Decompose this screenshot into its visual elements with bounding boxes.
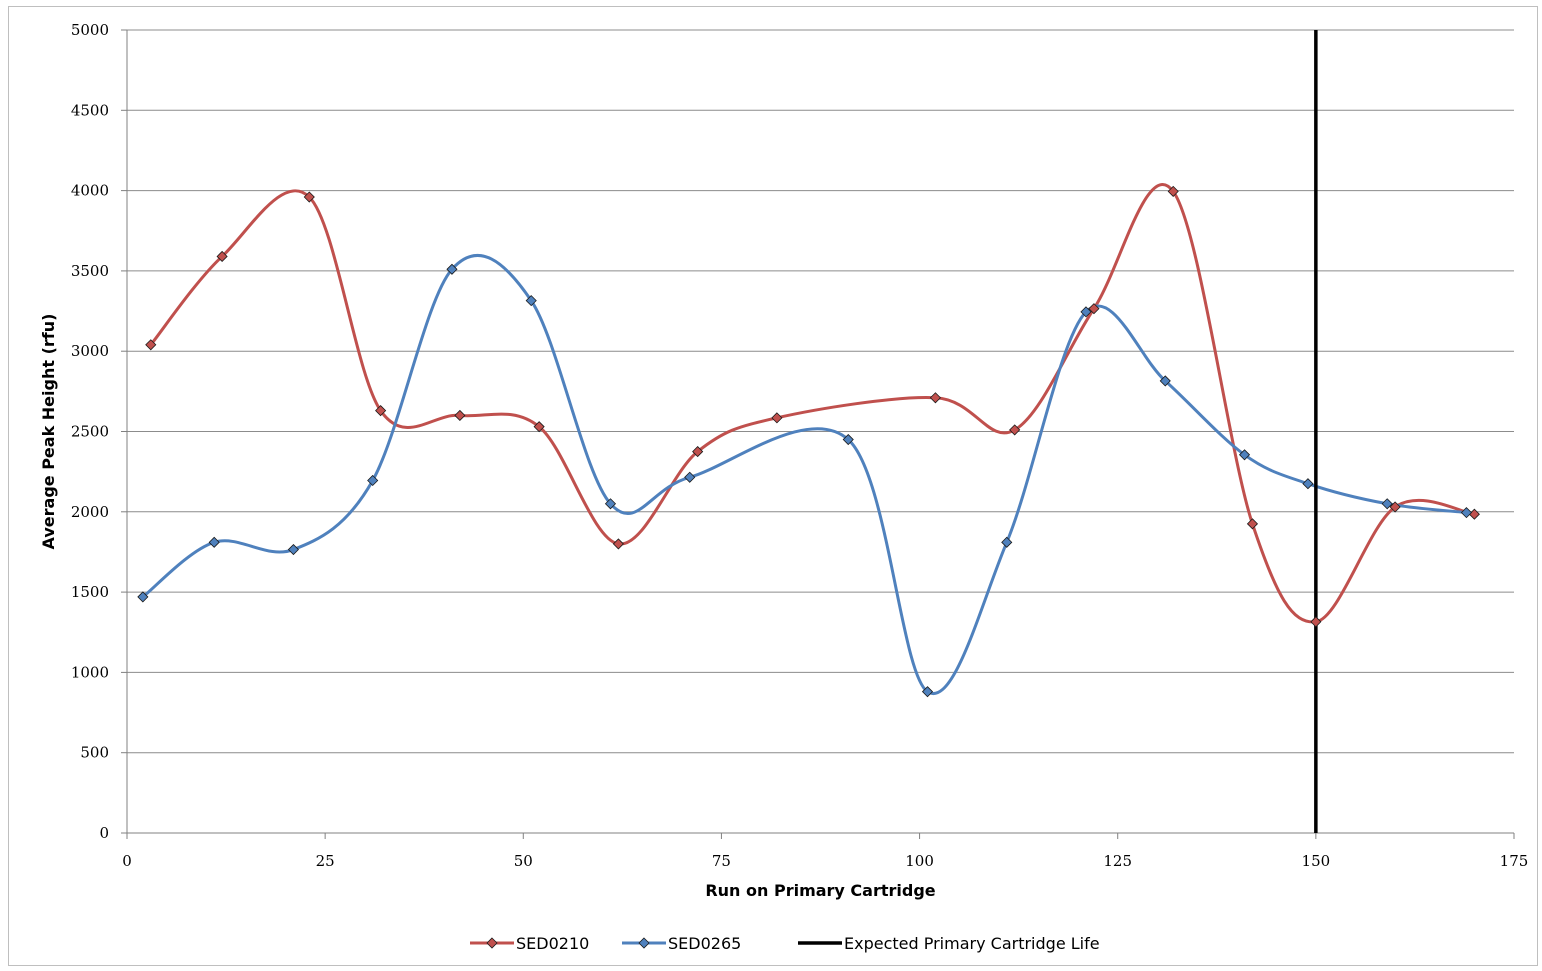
y-tick-label: 0 bbox=[99, 824, 109, 842]
x-tick-label: 125 bbox=[1103, 852, 1132, 870]
series-line-sed0210 bbox=[149, 183, 1475, 624]
data-point-sed0210 bbox=[533, 421, 545, 433]
data-point-sed0265 bbox=[684, 471, 696, 483]
data-point-sed0265 bbox=[208, 536, 220, 548]
legend-item-sed0265: SED0265 bbox=[622, 934, 741, 953]
data-point-sed0265 bbox=[1381, 498, 1393, 510]
data-point-sed0265 bbox=[1302, 478, 1314, 490]
data-point-sed0210 bbox=[303, 191, 315, 203]
data-point-sed0210 bbox=[1167, 185, 1179, 197]
legend-label: SED0210 bbox=[516, 934, 589, 953]
data-point-sed0210 bbox=[1468, 508, 1480, 520]
data-point-sed0265 bbox=[137, 591, 149, 603]
data-point-sed0265 bbox=[287, 543, 300, 556]
data-point-sed0210 bbox=[1088, 303, 1100, 315]
y-tick-label: 4000 bbox=[71, 182, 109, 200]
series-layer bbox=[137, 30, 1480, 833]
tick-labels: 0500100015002000250030003500400045005000… bbox=[71, 21, 1529, 870]
legend-item-expected-primary-cartridge-life: Expected Primary Cartridge Life bbox=[798, 934, 1100, 953]
data-point-sed0265 bbox=[1159, 375, 1171, 387]
x-tick-label: 0 bbox=[122, 852, 132, 870]
data-point-sed0210 bbox=[771, 412, 783, 424]
legend-item-sed0210: SED0210 bbox=[470, 934, 589, 953]
y-tick-label: 1000 bbox=[71, 663, 109, 681]
series-line-sed0265 bbox=[141, 253, 1467, 696]
data-point-sed0210 bbox=[145, 339, 157, 351]
x-axis-title: Run on Primary Cartridge bbox=[705, 881, 935, 900]
data-point-sed0210 bbox=[1310, 616, 1322, 628]
data-point-sed0265 bbox=[367, 474, 379, 487]
data-point-sed0265 bbox=[1238, 449, 1251, 461]
data-point-sed0210 bbox=[375, 405, 387, 417]
data-point-sed0210 bbox=[612, 538, 624, 550]
data-point-sed0210 bbox=[929, 392, 941, 404]
legend: SED0210 SED0265 Expected Primary Cartridge… bbox=[470, 934, 1100, 953]
data-point-sed0265 bbox=[1001, 536, 1013, 548]
y-tick-label: 2500 bbox=[71, 423, 109, 441]
x-tick-label: 75 bbox=[712, 852, 731, 870]
data-point-sed0210 bbox=[454, 409, 466, 422]
data-point-sed0210 bbox=[1389, 501, 1401, 513]
x-tick-label: 175 bbox=[1500, 852, 1529, 870]
axes bbox=[121, 29, 1515, 839]
x-tick-label: 100 bbox=[905, 852, 934, 870]
data-point-sed0265 bbox=[604, 498, 617, 510]
data-point-sed0210 bbox=[216, 250, 228, 263]
data-point-sed0265 bbox=[921, 686, 934, 698]
y-axis-title: Average Peak Height (rfu) bbox=[39, 314, 58, 550]
x-tick-label: 50 bbox=[514, 852, 533, 870]
chart-frame bbox=[8, 6, 1538, 966]
data-point-sed0265 bbox=[1080, 306, 1092, 318]
grid-lines bbox=[127, 29, 1514, 754]
data-point-sed0265 bbox=[525, 295, 537, 307]
legend-label: SED0265 bbox=[668, 934, 741, 953]
data-point-sed0265 bbox=[1460, 507, 1473, 519]
y-tick-label: 1500 bbox=[71, 583, 109, 601]
y-tick-label: 4500 bbox=[71, 101, 109, 119]
legend-marker bbox=[486, 937, 498, 949]
y-tick-label: 3500 bbox=[71, 262, 109, 280]
x-tick-label: 150 bbox=[1302, 852, 1331, 870]
y-tick-label: 2000 bbox=[71, 503, 109, 521]
data-point-sed0265 bbox=[842, 433, 854, 446]
y-tick-label: 3000 bbox=[71, 342, 109, 360]
y-tick-label: 500 bbox=[80, 744, 109, 762]
data-point-sed0265 bbox=[446, 263, 458, 275]
data-point-sed0210 bbox=[1246, 518, 1259, 530]
legend-label: Expected Primary Cartridge Life bbox=[844, 934, 1100, 953]
y-tick-label: 5000 bbox=[71, 21, 109, 39]
x-tick-label: 25 bbox=[316, 852, 335, 870]
data-point-sed0210 bbox=[1009, 424, 1021, 436]
data-point-sed0210 bbox=[692, 446, 704, 458]
legend-marker bbox=[638, 937, 650, 949]
